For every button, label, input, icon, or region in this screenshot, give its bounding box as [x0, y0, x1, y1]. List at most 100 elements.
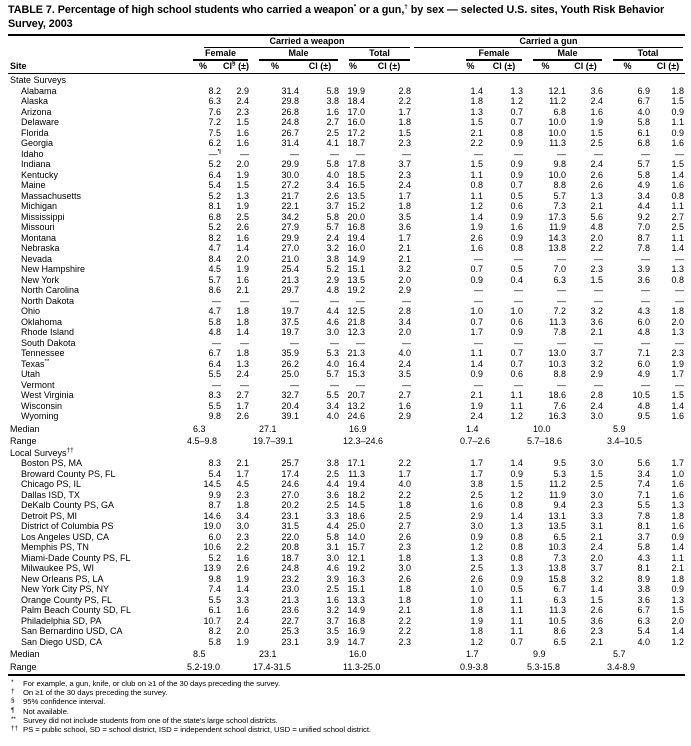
site-name: Memphis PS, TN — [21, 542, 89, 552]
value-cell: 2.6 — [470, 573, 483, 584]
column-gutter — [412, 61, 457, 74]
site-name: West Virginia — [21, 390, 74, 400]
table-row: San Diego USD, CA 5.8 1.9 23.1 3.9 14.7 2.3 1.2… — [8, 637, 685, 648]
value-cell: — — [330, 148, 339, 159]
table-row: San Bernardino USD, CA 8.2 2.0 25.3 3.5 16.9 2… — [8, 626, 685, 637]
value-cell: 17.1 — [347, 458, 365, 468]
column-gutter — [412, 170, 457, 181]
value-cell: 4.0 — [326, 358, 339, 369]
value-cell: 0.7 — [470, 264, 483, 274]
value-cell: 2.5 — [398, 510, 411, 521]
value-cell: 1.4 — [236, 243, 249, 253]
value-cell: 1.6 — [590, 106, 603, 117]
column-gutter — [412, 48, 457, 61]
value-cell: 1.7 — [671, 458, 684, 468]
column-gutter — [412, 647, 457, 660]
value-cell: 5.5 — [326, 390, 339, 400]
range-row: Range 4.5–9.8 19.7–39.1 12.3–24.6 0.7–2.6 5.7… — [8, 434, 685, 447]
value-cell: 1.3 — [470, 106, 483, 117]
range-value: 0.9-3.8 — [460, 661, 489, 672]
column-gutter — [412, 212, 457, 223]
subgroup-header-total: Total — [340, 48, 412, 61]
value-cell: 1.6 — [398, 400, 411, 411]
value-cell: 1.1 — [470, 169, 483, 180]
value-cell: 13.8 — [548, 563, 566, 573]
site-name: District of Columbia PS — [21, 521, 114, 531]
value-cell: 5.5 — [208, 594, 221, 605]
value-cell: — — [474, 379, 483, 390]
value-cell: 6.7 — [637, 96, 650, 106]
value-cell: 5.3 — [326, 348, 339, 358]
value-cell: 2.6 — [326, 190, 339, 201]
site-name: Los Angeles USD, CA — [21, 531, 110, 542]
site-name: Oklahoma — [21, 316, 63, 327]
value-cell: 2.6 — [398, 531, 411, 542]
value-cell: 2.0 — [236, 253, 249, 264]
value-cell: 11.3 — [549, 316, 566, 327]
value-cell: 3.6 — [398, 222, 411, 232]
footnote: ** Survey did not include students from o… — [8, 716, 685, 725]
value-cell: 2.4 — [590, 96, 603, 106]
table-row: Alaska 6.3 2.4 29.8 3.8 18.4 2.2 1.8 1.2 11.2 2.4 6… — [8, 96, 685, 107]
value-cell: 3.7 — [590, 563, 603, 573]
value-cell: 21.3 — [281, 594, 299, 605]
value-cell: 1.9 — [236, 169, 249, 180]
value-cell: 1.5 — [671, 390, 684, 400]
value-cell: 3.3 — [326, 510, 339, 521]
value-cell: 8.1 — [637, 521, 650, 531]
value-cell: 1.2 — [470, 201, 483, 211]
value-cell: 3.2 — [590, 358, 603, 369]
value-cell: — — [675, 148, 684, 159]
value-cell: 6.1 — [637, 127, 650, 138]
column-gutter — [412, 254, 457, 265]
value-cell: 1.7 — [398, 232, 411, 243]
site-name: Indiana — [21, 159, 51, 169]
value-cell: 1.5 — [590, 127, 603, 138]
value-cell: 16.5 — [347, 180, 365, 190]
value-cell: 31.4 — [281, 85, 299, 96]
value-cell: 2.4 — [236, 615, 249, 626]
value-cell: 3.9 — [637, 264, 650, 274]
value-cell: 16.3 — [347, 573, 365, 584]
range-value: 3.4-8.9 — [607, 661, 636, 672]
table-row: Nebraska 4.7 1.4 27.0 3.2 16.0 2.1 1.6 0.8 13.8 2.… — [8, 243, 685, 254]
median-label: Median — [10, 423, 40, 434]
table-row: Milwaukee PS, WI 13.9 2.6 24.8 4.6 19.2 3.0 2.5… — [8, 563, 685, 574]
value-cell: 1.9 — [236, 201, 249, 211]
value-cell: 26.8 — [281, 106, 299, 117]
site-name: Montana — [21, 232, 57, 243]
value-cell: 24.6 — [281, 479, 299, 489]
value-cell: 0.9 — [510, 169, 523, 180]
value-cell: 1.8 — [236, 500, 249, 510]
table-row: Idaho —¶ — — — — — — — — — — — — [8, 149, 685, 160]
value-cell: 10.5 — [632, 390, 650, 400]
value-cell: 1.6 — [671, 521, 684, 531]
value-cell: 11.2 — [549, 479, 566, 489]
column-gutter — [412, 511, 457, 522]
value-cell: 9.2 — [637, 211, 650, 222]
col-header-ci: CI (±) — [567, 61, 604, 74]
value-cell: 7.1 — [637, 489, 650, 500]
value-cell: 10.3 — [548, 542, 566, 552]
value-cell: 1.2 — [510, 489, 523, 500]
value-cell: 1.8 — [398, 584, 411, 594]
median-value-cell: 10.0 — [524, 422, 604, 435]
range-value: 5.7–18.6 — [527, 436, 563, 446]
value-cell: 14.6 — [203, 510, 221, 521]
footnote: ¶ Not available. — [8, 707, 685, 716]
value-cell: 9.4 — [553, 500, 566, 510]
subgroup-label: Male — [259, 48, 338, 61]
value-cell: 7.0 — [553, 264, 566, 274]
value-cell: 2.3 — [236, 106, 249, 117]
value-cell: — — [641, 379, 650, 390]
value-cell: 13.2 — [347, 400, 365, 411]
site-name: Boston PS, MA — [21, 458, 83, 468]
value-cell: 7.5 — [208, 127, 221, 138]
table-row: Tennessee 6.7 1.8 35.9 5.3 21.3 4.0 1.1 0.7 13.0 3… — [8, 348, 685, 359]
value-cell: 5.2 — [208, 222, 221, 232]
column-gutter — [412, 626, 457, 637]
value-cell: 1.7 — [398, 106, 411, 117]
value-cell: 3.7 — [326, 201, 339, 211]
value-cell: 1.4 — [470, 85, 483, 96]
value-cell: 8.4 — [208, 253, 221, 264]
